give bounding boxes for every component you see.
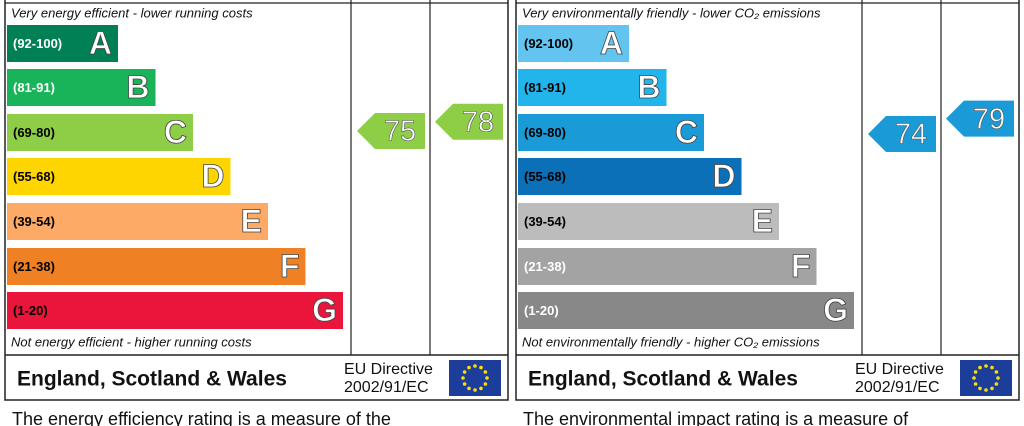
flag-star — [994, 370, 999, 374]
band-letter: E — [752, 203, 773, 239]
band-letter: G — [823, 292, 848, 328]
band-range: (55-68) — [13, 169, 55, 184]
rating-value: 75 — [384, 116, 416, 148]
band-range: (21-38) — [524, 259, 566, 274]
rating-value: 79 — [973, 103, 1005, 135]
top-note: Very energy efficient - lower running co… — [11, 5, 253, 20]
region: England, Scotland & Wales — [528, 368, 798, 391]
band-letter: C — [164, 114, 187, 150]
panel-frame — [4, 0, 509, 401]
band-range: (1-20) — [524, 303, 559, 318]
description: The environmental impact rating is a mea… — [523, 409, 909, 426]
rating-band — [518, 69, 667, 106]
band-letter: B — [637, 69, 660, 105]
rating-band — [7, 114, 193, 151]
band-range: (69-80) — [13, 125, 55, 140]
directive-code: 2002/91/EC — [855, 379, 940, 396]
rating-value: 78 — [462, 106, 494, 138]
band-letter: F — [791, 248, 811, 284]
band-range: (39-54) — [524, 214, 566, 229]
rating-band — [7, 69, 156, 106]
flag-star — [479, 365, 483, 370]
rating-band — [7, 292, 343, 329]
flag-star — [972, 376, 976, 380]
band-range: (81-91) — [524, 80, 566, 95]
rating-arrow — [357, 112, 425, 149]
flag-star — [978, 365, 982, 370]
flag-star — [467, 365, 471, 370]
rating-band — [518, 25, 629, 62]
band-letter: D — [712, 158, 735, 194]
panel: Very energy efficient - lower running co… — [4, 0, 509, 426]
rating-band — [7, 248, 306, 285]
band-range: (81-91) — [13, 80, 55, 95]
rating-band — [7, 25, 118, 62]
band-range: (69-80) — [524, 125, 566, 140]
rating-band — [518, 114, 704, 151]
flag-star — [483, 382, 488, 386]
band-letter: A — [600, 25, 623, 61]
flag-star — [990, 386, 994, 391]
flag-star — [483, 370, 488, 374]
rating-band — [518, 248, 817, 285]
flag-star — [473, 388, 477, 392]
directive-code: 2002/91/EC — [344, 379, 429, 396]
region: England, Scotland & Wales — [17, 368, 287, 391]
flag-star — [485, 376, 489, 380]
flag-star — [462, 370, 467, 374]
rating-band — [518, 158, 742, 195]
flag-star — [461, 376, 465, 380]
band-letter: D — [201, 158, 224, 194]
rating-arrow — [868, 116, 936, 153]
flag-star — [473, 364, 477, 368]
flag-star — [479, 386, 483, 391]
flag-star — [996, 376, 1000, 380]
flag-star — [978, 386, 982, 391]
rating-arrow — [435, 103, 503, 140]
flag-star — [973, 370, 978, 374]
band-letter: E — [241, 203, 262, 239]
top-note: Very environmentally friendly - lower CO… — [522, 5, 821, 20]
band-letter: B — [126, 69, 149, 105]
panel-frame — [515, 0, 1020, 401]
flag-star — [984, 388, 988, 392]
band-range: (1-20) — [13, 303, 48, 318]
band-range: (21-38) — [13, 259, 55, 274]
rating-band — [518, 292, 854, 329]
band-range: (39-54) — [13, 214, 55, 229]
rating-band — [7, 158, 231, 195]
directive: EU Directive — [855, 361, 944, 378]
bottom-note: Not environmentally friendly - higher CO… — [522, 334, 820, 349]
rating-value: 74 — [895, 119, 927, 151]
band-range: (55-68) — [524, 169, 566, 184]
flag-star — [994, 382, 999, 386]
directive: EU Directive — [344, 361, 433, 378]
band-letter: A — [89, 25, 112, 61]
rating-band — [518, 203, 779, 240]
flag-star — [984, 364, 988, 368]
band-letter: C — [675, 114, 698, 150]
flag-star — [990, 365, 994, 370]
rating-band — [7, 203, 268, 240]
band-letter: F — [280, 248, 300, 284]
band-range: (92-100) — [13, 36, 62, 51]
description: The energy efficiency rating is a measur… — [12, 409, 391, 426]
flag-star — [462, 382, 467, 386]
bottom-note: Not energy efficient - higher running co… — [11, 334, 252, 349]
band-range: (92-100) — [524, 36, 573, 51]
panel: Very environmentally friendly - lower CO… — [515, 0, 1020, 426]
rating-arrow — [946, 100, 1014, 137]
band-letter: G — [312, 292, 337, 328]
flag-star — [973, 382, 978, 386]
flag-star — [467, 386, 471, 391]
